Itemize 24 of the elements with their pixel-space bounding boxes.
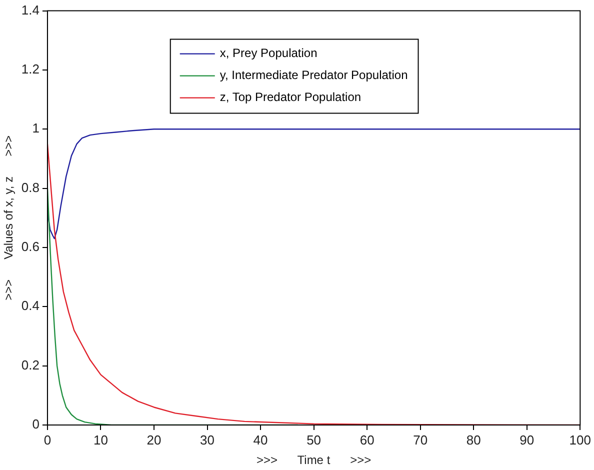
x-tick-label: 10 (94, 432, 108, 448)
x-axis-title: >>> Time t >>> (256, 453, 372, 468)
y-tick-label: 0.2 (21, 357, 40, 372)
y-tick-label: 1.4 (21, 2, 40, 18)
x-tick-label: 80 (466, 432, 481, 448)
y-tick-label: 0.4 (21, 298, 40, 314)
x-tick-label: 50 (306, 432, 322, 448)
legend-label: y, Intermediate Predator Population (220, 68, 408, 82)
x-tick-label: 70 (413, 432, 428, 448)
y-axis-title: >>> Values of x, y, z >>> (2, 135, 16, 300)
y-tick-label: 0.6 (21, 239, 40, 254)
legend-label: z, Top Predator Population (220, 90, 362, 104)
x-tick-label: 60 (360, 432, 374, 448)
y-tick-label: 1 (32, 120, 40, 136)
y-tick-label: 0 (32, 416, 40, 432)
x-tick-label: 100 (569, 432, 592, 448)
y-tick-label: 1.2 (21, 62, 40, 77)
y-tick-label: 0.8 (21, 180, 40, 195)
x-tick-label: 20 (146, 432, 162, 448)
x-tick-label: 30 (200, 432, 215, 448)
legend-label: x, Prey Population (220, 46, 318, 60)
x-tick-label: 0 (44, 432, 52, 448)
x-tick-label: 90 (520, 432, 534, 448)
x-tick-label: 40 (253, 432, 268, 448)
